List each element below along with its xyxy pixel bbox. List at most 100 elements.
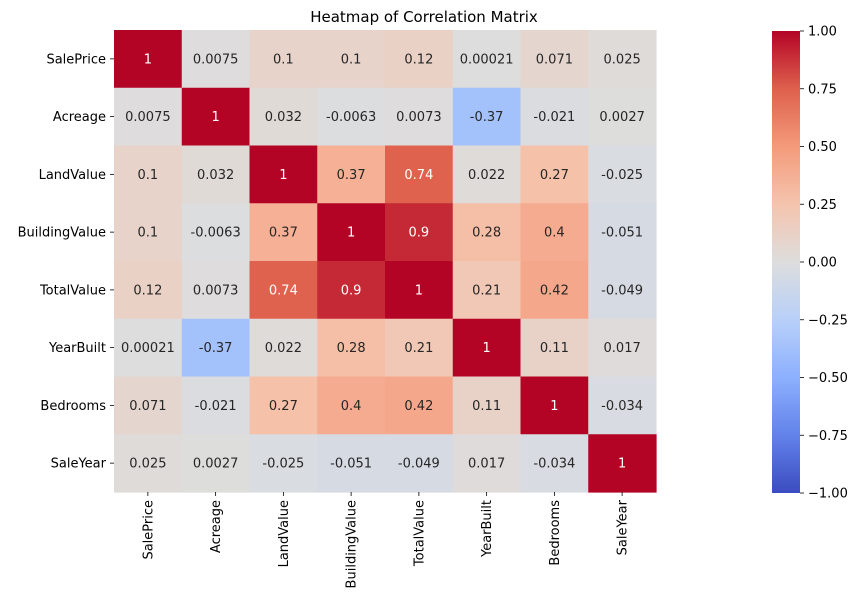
cell-annotation: 1 [347,226,355,241]
cell-annotation: 0.071 [536,52,573,67]
cell-annotation: -0.034 [601,399,643,414]
heatmap-cell [452,87,522,147]
cell-annotation: 0.4 [544,226,565,241]
cell-annotation: 1 [144,52,152,67]
row-labels: SalePrice Acreage LandValue BuildingValue To… [18,52,114,472]
heatmap-cell [317,434,386,493]
cell-annotation: 0.032 [265,110,302,125]
heatmap-cell [114,318,183,378]
cell-annotation: 1 [415,283,423,298]
heatmap-cell [249,434,318,493]
heatmap-cell [181,261,251,320]
cell-annotation: 0.017 [468,457,505,472]
cell-annotation: 0.017 [604,341,641,356]
cell-annotation: 0.42 [540,283,569,298]
colorbar: 1.00 0.75 0.50 0.25 0.00 −0.25 −0.50 −0.75 −1.00 [772,25,848,502]
heatmap-cell [385,434,454,493]
cell-annotation: 0.9 [409,226,430,241]
colorbar-tick-label: 0.50 [808,140,837,155]
cell-annotation: 0.0073 [193,283,239,298]
cell-annotation: 0.37 [269,226,298,241]
cell-annotation: 0.00021 [460,52,514,67]
cell-annotation: -0.021 [533,110,575,125]
column-label: SalePrice [141,500,156,560]
cell-annotation: 1 [550,399,558,414]
cell-annotation: -0.025 [262,457,304,472]
cell-annotation: -0.051 [330,457,372,472]
heatmap-cell [317,203,386,262]
heatmap-cell [114,203,183,262]
heatmap-cell [520,203,589,262]
heatmap-cell [588,30,657,89]
heatmap-cell [520,318,589,378]
row-label: Acreage [53,110,106,125]
heatmap-cell [520,261,589,320]
heatmap-cell [317,261,386,320]
heatmap-cell [317,318,386,378]
colorbar-tick-label: 0.25 [808,198,837,213]
cell-annotation: 0.025 [129,457,166,472]
heatmap-cell [385,376,454,435]
heatmap-cell [114,145,183,204]
colorbar-gradient [772,31,800,493]
heatmap-cell [588,376,657,435]
colorbar-tick-label: −1.00 [808,487,848,502]
cell-annotation: 1 [618,457,626,472]
cell-annotation: 0.12 [133,283,162,298]
cell-annotation: 0.12 [404,52,433,67]
heatmap-cell [452,30,522,89]
heatmap-cell [249,145,318,204]
heatmap-cell [249,87,318,147]
heatmap-cell [588,261,657,320]
column-label: Bedrooms [548,500,563,566]
heatmap-cell [249,261,318,320]
cell-annotation: 0.28 [472,226,501,241]
colorbar-tick-label: −0.25 [808,313,848,328]
cell-annotation: 0.032 [197,168,234,183]
cell-annotation: 0.0075 [125,110,171,125]
cell-annotation: 0.27 [540,168,569,183]
cell-annotation: -0.021 [195,399,237,414]
colorbar-tick-label: −0.75 [808,429,848,444]
heatmap-cells [114,30,657,493]
heatmap-cell [181,30,251,89]
colorbar-tick-label: 1.00 [808,25,837,40]
cell-annotation: 0.1 [273,52,294,67]
cell-annotation: -0.0063 [326,110,376,125]
heatmap-cell [452,376,522,435]
cell-annotation: 1 [211,110,219,125]
heatmap-cell [181,376,251,435]
row-label: Bedrooms [40,399,106,414]
cell-annotation: 0.4 [341,399,362,414]
heatmap-cell [181,145,251,204]
row-label: LandValue [39,168,106,183]
cell-annotation: 0.74 [269,283,298,298]
heatmap-cell [588,87,657,147]
cell-annotation: 0.11 [472,399,501,414]
heatmap-cell [317,30,386,89]
column-label: SaleYear [616,499,631,555]
cell-annotation: -0.025 [601,168,643,183]
heatmap-cell [452,203,522,262]
cell-annotation: -0.049 [601,283,643,298]
cell-annotation: 0.11 [540,341,569,356]
heatmap-cell [317,87,386,147]
heatmap-cell [181,318,251,378]
row-label: SalePrice [46,52,106,67]
cell-annotation: 0.1 [341,52,362,67]
heatmap-cell [520,434,589,493]
heatmap-cell [317,145,386,204]
heatmap-cell [114,30,183,89]
heatmap-cell [181,87,251,147]
cell-annotation: 0.0073 [396,110,442,125]
cell-annotation: 0.27 [269,399,298,414]
heatmap-cell [385,261,454,320]
heatmap-cell [452,434,522,493]
row-label: YearBuilt [48,341,106,356]
heatmap-cell [385,30,454,89]
column-labels: SalePrice Acreage LandValue BuildingValue To… [141,492,631,588]
heatmap-cell [249,318,318,378]
cell-annotation: -0.37 [470,110,504,125]
cell-annotation: 0.42 [404,399,433,414]
cell-annotation: -0.37 [199,341,233,356]
